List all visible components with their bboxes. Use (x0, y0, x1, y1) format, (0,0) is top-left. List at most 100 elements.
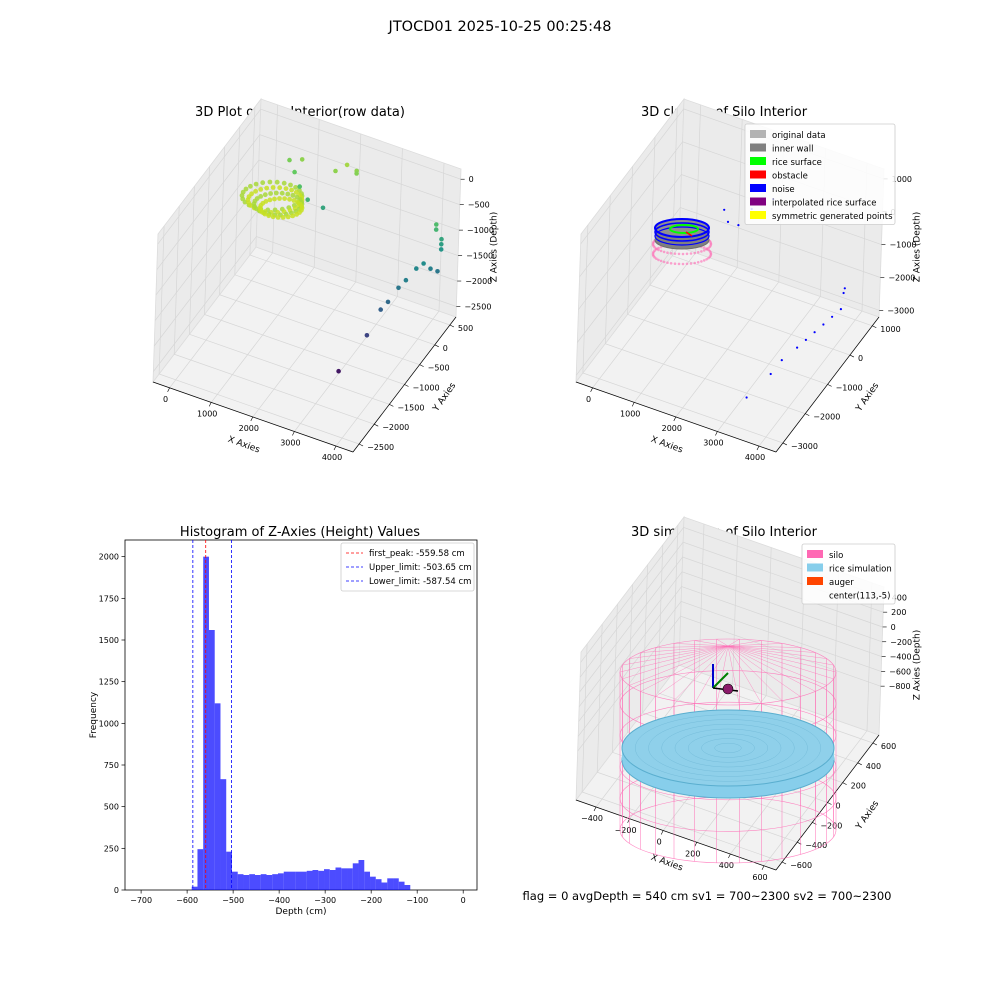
p2-noise-point (796, 346, 799, 349)
p1-wall-point (280, 215, 286, 220)
p2-legend (744, 123, 896, 225)
p1-data-point (287, 157, 292, 163)
panel-simulation: 3D simulation of Silo Interior −400−2000… (575, 515, 923, 882)
p2-legend-label: symmetric generated points (772, 212, 893, 222)
p1-y-tick-label: −1000 (413, 384, 440, 393)
p2-noise-point (839, 308, 843, 311)
p1-x-tick-mark (208, 402, 212, 407)
p3-histogram-bar (364, 871, 371, 890)
figure-suptitle: JTOCD01 2025-10-25 00:25:48 (388, 19, 612, 35)
p2-symmetric-point (700, 260, 703, 263)
p3-histogram-bar (249, 874, 255, 890)
p4-y-axis-label: Y Axies (854, 799, 882, 832)
p3-histogram-bar (398, 881, 405, 890)
p1-wall-point (275, 215, 281, 220)
p2-x-tick-label: 3000 (703, 438, 723, 447)
p1-wall-point (281, 180, 287, 186)
p3-histogram-bar (301, 871, 307, 890)
p2-noise-point (737, 224, 740, 227)
p4-silo-roof-wire (716, 638, 729, 647)
p1-wall-point (285, 214, 291, 220)
p1-data-point (305, 197, 311, 202)
p2-symmetric-point (685, 262, 689, 266)
p4-silo-roof-wire (727, 645, 801, 697)
p4-x-axis-label: X Axies (649, 853, 684, 874)
p4-grid-y (612, 604, 813, 823)
p4-legend-label: rice simulation (829, 565, 892, 575)
p3-histogram-bar (197, 849, 204, 890)
p2-symmetric-point (681, 262, 685, 266)
p2-grid-x (633, 119, 743, 403)
p2-x-tick-mark (590, 387, 593, 392)
p2-z-tick-label: −2000 (888, 273, 915, 282)
p2-symmetric-point (702, 246, 706, 249)
p1-wall-point (289, 187, 294, 193)
p1-data-point (297, 184, 303, 189)
p3-histogram-bar (347, 868, 353, 890)
p2-x-tick-mark (631, 402, 635, 407)
p2-symmetric-point (689, 252, 693, 255)
p1-wall-point (294, 212, 299, 217)
p2-grid-z (577, 207, 881, 343)
p1-grid-x (169, 104, 278, 389)
p2-symmetric-point (681, 252, 685, 256)
p3-histogram-bar (375, 879, 382, 890)
p3-legend-label: Lower_limit: -587.54 cm (369, 577, 471, 587)
p1-wall-point (267, 179, 273, 185)
p1-z-tick-label: −500 (468, 201, 490, 210)
p1-wall-point (266, 213, 272, 219)
p3-histogram-bar (387, 878, 394, 890)
p4-rice-mesh (661, 724, 795, 773)
p3-histogram-bar (393, 878, 399, 890)
p4-x-tick-label: 600 (752, 873, 767, 882)
panel-histogram-title: Histogram of Z-Axies (Height) Values (180, 525, 420, 540)
p2-symmetric-point (709, 241, 712, 244)
p4-y-tick-mark (827, 802, 832, 805)
p4-z-tick-label: −400 (890, 653, 912, 662)
p1-data-point (414, 266, 419, 271)
p1-wall-point (299, 204, 305, 209)
p4-x-tick-mark (728, 853, 731, 859)
p1-data-point (435, 269, 440, 274)
p1-y-tick-label: 0 (443, 344, 448, 353)
p2-symmetric-point (693, 261, 696, 265)
p1-y-tick-label: −1500 (397, 403, 424, 412)
p4-rice-mesh (688, 733, 769, 763)
p3-histogram-bar (272, 874, 278, 890)
p2-symmetric-point (657, 258, 660, 262)
p2-symmetric-point (685, 252, 689, 256)
p2-noise-ring (654, 222, 710, 242)
p1-wall-point (273, 190, 279, 196)
p2-y-tick-mark (827, 384, 832, 387)
p3-histogram-bar (306, 870, 313, 890)
p2-noise-point (745, 396, 748, 399)
p3-x-tick-label: −400 (268, 896, 290, 905)
p4-rice-mesh (674, 728, 782, 768)
p3-histogram-bar (266, 875, 273, 890)
p1-grid-y (189, 186, 390, 405)
p3-y-tick-label: 1500 (99, 636, 119, 645)
p1-wall-point (274, 179, 280, 185)
p4-z-tick-label: −600 (889, 667, 911, 676)
p2-legend-label: original data (772, 131, 826, 141)
p3-y-tick-label: 1000 (99, 719, 119, 728)
p1-z-axis-label: Z Axies (Depth) (490, 212, 500, 283)
p2-symmetric-point (657, 246, 660, 250)
p4-silo-roof-wire (629, 645, 729, 686)
p1-z-tick-label: −1500 (466, 252, 493, 261)
p4-silo-roof-wire (727, 645, 827, 659)
p4-rice-surface-top (621, 709, 835, 787)
p2-y-tick-mark (805, 413, 810, 416)
p4-y-tick-label: −200 (820, 821, 842, 830)
p1-wall-point (268, 191, 273, 196)
p2-y-tick-label: 1000 (880, 325, 900, 334)
p4-grid-y (581, 643, 783, 863)
p4-legend-swatch (807, 577, 823, 585)
p2-symmetric-point (669, 262, 673, 265)
p2-noise-point (723, 208, 726, 211)
p1-wall-point (253, 181, 259, 187)
p1-y-tick-mark (389, 404, 394, 407)
p2-z-axis-label: Z Axies (Depth) (913, 212, 923, 283)
p1-grid-z (155, 159, 460, 296)
p3-legend-label: Upper_limit: -503.65 cm (369, 563, 472, 573)
